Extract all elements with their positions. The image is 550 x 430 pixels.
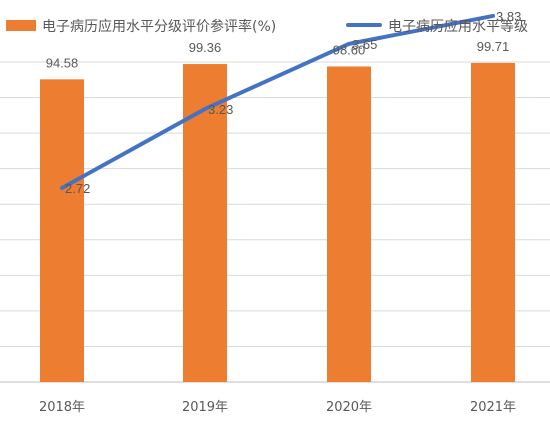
legend-label-bar: 电子病历应用水平分级评价参评率(%) (42, 18, 276, 35)
x-tick-label: 2020年 (326, 400, 372, 415)
bar-series (40, 62, 515, 383)
x-tick-label: 2021年 (470, 400, 516, 415)
bar-2020年 (327, 66, 371, 382)
bar-value-label: 94.58 (46, 55, 79, 70)
x-tick-label: 2019年 (182, 400, 228, 415)
line-value-label: 3.65 (352, 37, 377, 52)
line-value-label: 3.83 (496, 9, 521, 24)
bar-2021年 (471, 62, 515, 382)
x-axis-ticks: 2018年 2019年 2020年 2021年 (39, 400, 516, 415)
data-labels: 94.58 99.36 98.60 99.71 2.72 3.23 3.65 3.83 (46, 9, 522, 196)
legend: 电子病历应用水平分级评价参评率(%) 电子病历应用水平等级 (6, 18, 528, 35)
bar-value-label: 98.60 (333, 42, 366, 57)
bar-2018年 (40, 79, 84, 383)
bar-value-label: 99.36 (189, 40, 222, 55)
line-series (60, 13, 495, 190)
legend-swatch-bar (6, 20, 36, 31)
line-value-label: 2.72 (65, 181, 90, 196)
gridlines (0, 61, 550, 383)
bar-value-label: 99.71 (477, 39, 510, 54)
legend-label-line: 电子病历应用水平等级 (388, 18, 528, 35)
x-tick-label: 2018年 (39, 400, 85, 415)
line-value-label: 3.23 (208, 102, 233, 117)
line-path (60, 13, 495, 190)
